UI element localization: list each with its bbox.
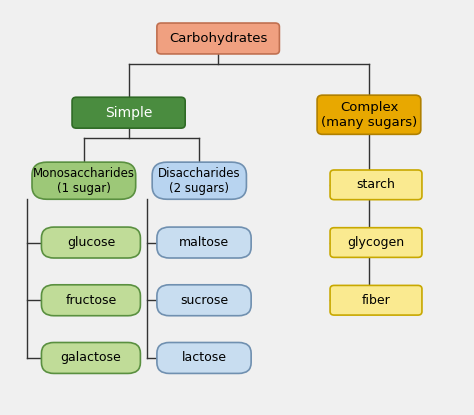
Text: maltose: maltose: [179, 236, 229, 249]
FancyBboxPatch shape: [157, 227, 251, 258]
FancyBboxPatch shape: [157, 23, 279, 54]
FancyBboxPatch shape: [152, 162, 246, 199]
FancyBboxPatch shape: [72, 97, 185, 128]
Text: fiber: fiber: [362, 294, 391, 307]
FancyBboxPatch shape: [41, 285, 140, 316]
Text: sucrose: sucrose: [180, 294, 228, 307]
FancyBboxPatch shape: [41, 342, 140, 374]
FancyBboxPatch shape: [330, 170, 422, 200]
Text: Simple: Simple: [105, 106, 152, 120]
FancyBboxPatch shape: [157, 285, 251, 316]
FancyBboxPatch shape: [330, 286, 422, 315]
FancyBboxPatch shape: [330, 228, 422, 257]
Text: glucose: glucose: [67, 236, 115, 249]
Text: fructose: fructose: [65, 294, 117, 307]
FancyBboxPatch shape: [32, 162, 136, 199]
FancyBboxPatch shape: [157, 342, 251, 374]
Text: Disaccharides
(2 sugars): Disaccharides (2 sugars): [158, 167, 241, 195]
Text: Monosaccharides
(1 sugar): Monosaccharides (1 sugar): [33, 167, 135, 195]
Text: starch: starch: [356, 178, 395, 191]
Text: lactose: lactose: [182, 352, 227, 364]
FancyBboxPatch shape: [41, 227, 140, 258]
Text: Carbohydrates: Carbohydrates: [169, 32, 267, 45]
FancyBboxPatch shape: [317, 95, 421, 134]
Text: Complex
(many sugars): Complex (many sugars): [321, 101, 417, 129]
Text: galactose: galactose: [61, 352, 121, 364]
Text: glycogen: glycogen: [347, 236, 405, 249]
